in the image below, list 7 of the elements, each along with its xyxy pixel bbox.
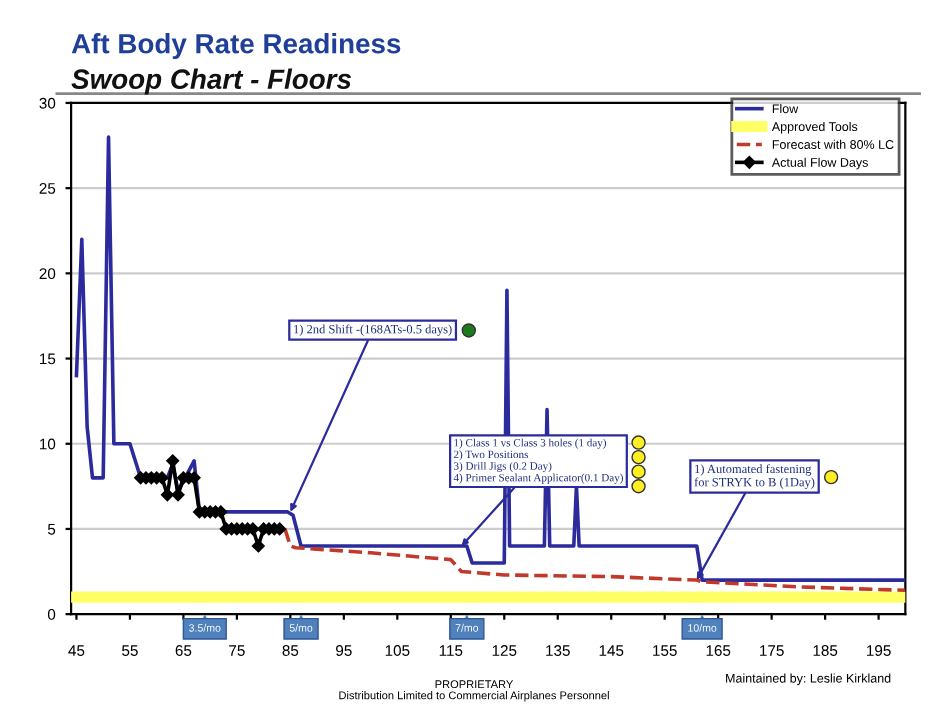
line-series [74, 135, 906, 582]
point [161, 488, 174, 502]
point [166, 454, 180, 468]
chart-subtitle: Swoop Chart - Floors [71, 68, 352, 95]
point [171, 488, 185, 502]
chart-title: Aft Body Rate Readiness [71, 33, 401, 60]
point [251, 539, 265, 553]
